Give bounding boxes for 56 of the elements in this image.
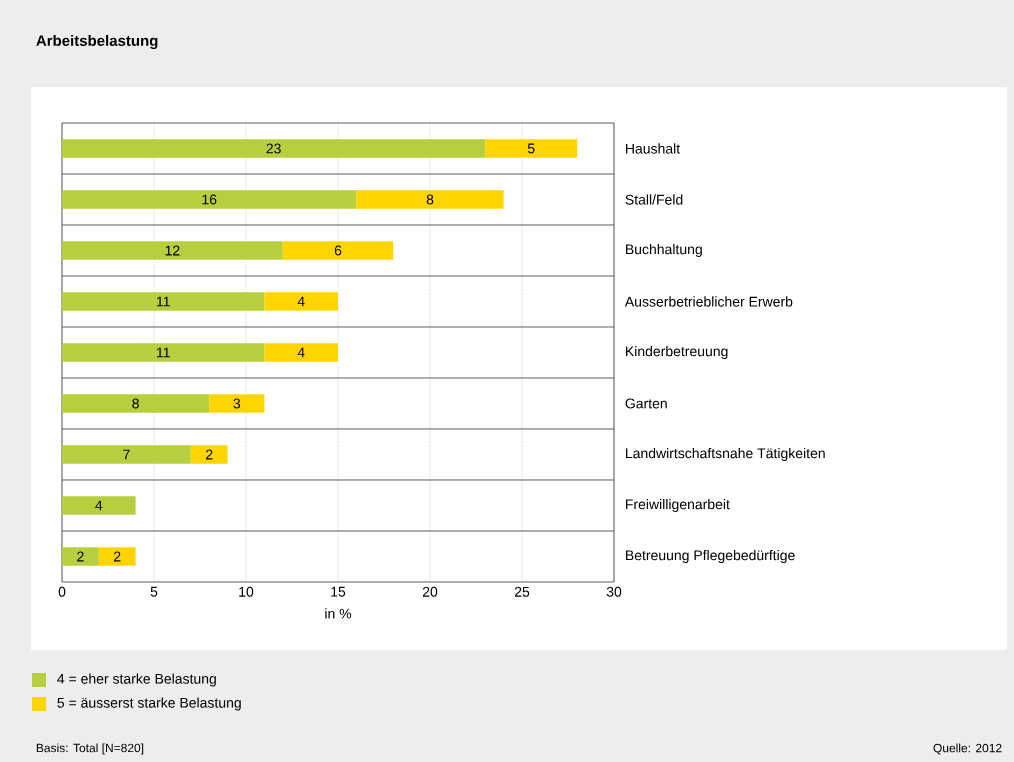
bar — [264, 343, 339, 362]
bar — [62, 241, 283, 260]
x-tick-label: 5 — [150, 586, 158, 597]
x-tick-label: 20 — [422, 586, 438, 597]
data-label: 12 — [165, 245, 180, 256]
data-label: 11 — [157, 296, 170, 307]
y-tick-label: Garten — [625, 398, 667, 409]
data-label: 8 — [132, 398, 139, 409]
bar — [209, 394, 265, 413]
data-label: 3 — [233, 398, 241, 409]
data-label: 6 — [334, 245, 342, 256]
data-label: 8 — [426, 194, 434, 205]
bar — [62, 343, 265, 362]
bar — [62, 139, 486, 158]
y-tick-label: Betreuung Pflegebedürftige — [626, 549, 795, 564]
bar — [485, 139, 578, 158]
chart-title: Arbeitsbelastung — [36, 34, 158, 50]
y-tick-label: Kinderbetreuung — [626, 345, 728, 360]
x-tick-label: 10 — [239, 586, 254, 597]
bar — [62, 547, 99, 566]
data-label: 11 — [157, 347, 170, 358]
bar — [282, 241, 394, 260]
bar — [62, 394, 210, 413]
y-tick-label: Freiwilligenarbeit — [626, 498, 730, 513]
data-label: 4 — [297, 296, 305, 307]
bar — [62, 445, 191, 464]
data-label: 23 — [266, 143, 281, 154]
x-tick-label: 30 — [606, 586, 622, 597]
x-tick-label: 25 — [514, 586, 530, 597]
legend-label: 5 = äusserst starke Belastung — [57, 697, 241, 711]
data-label: 16 — [202, 194, 217, 205]
text: Basis: Total [N=820] — [36, 743, 144, 755]
bar — [264, 292, 339, 311]
data-label: 2 — [206, 449, 213, 460]
data-label: 5 — [527, 143, 535, 154]
y-tick-label: Stall/Feld — [625, 194, 683, 205]
data-label: 4 — [95, 500, 103, 511]
bar — [98, 547, 136, 566]
data-label: 2 — [114, 551, 121, 562]
y-tick-label: Landwirtschaftsnahe Tätigkeiten — [626, 447, 825, 462]
bar — [62, 292, 265, 311]
y-tick-label: Haushalt — [626, 143, 681, 154]
bar — [356, 190, 504, 209]
x-tick-label: 0 — [58, 586, 66, 597]
source-note: Quelle: 2012 — [933, 743, 1002, 755]
x-tick-label: 15 — [331, 586, 346, 597]
legend-label: 4 = eher starke Belastung — [57, 673, 216, 687]
x-axis-title: in % — [325, 608, 352, 619]
bar — [62, 496, 136, 515]
data-label: 7 — [123, 449, 130, 460]
bar — [62, 190, 357, 209]
y-tick-label: Ausserbetrieblicher Erwerb — [624, 296, 793, 307]
data-label: 2 — [77, 551, 84, 562]
data-label: 4 — [297, 347, 305, 358]
y-tick-label: Buchhaltung — [626, 243, 702, 258]
bar — [190, 445, 228, 464]
